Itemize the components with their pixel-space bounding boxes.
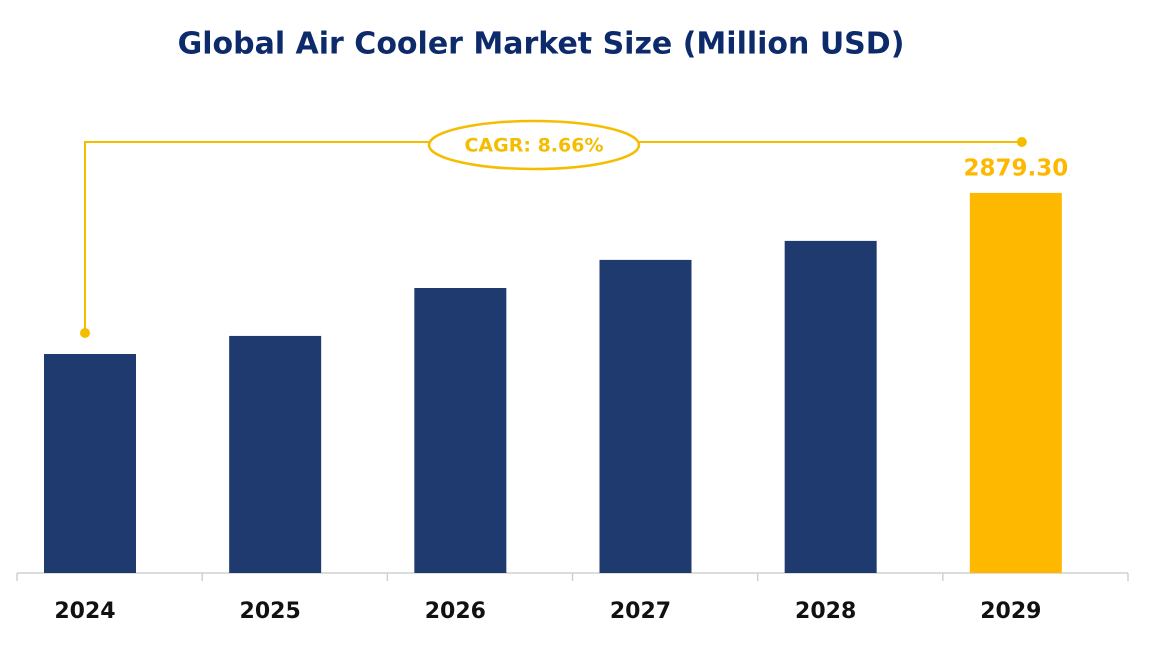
chart-title: Global Air Cooler Market Size (Million U…	[178, 27, 905, 62]
x-tick-label: 2026	[425, 599, 486, 624]
cagr-dot	[1016, 137, 1027, 147]
bar	[784, 240, 877, 573]
x-tick-label: 2027	[610, 599, 671, 624]
x-tick-label: 2028	[795, 599, 856, 624]
bar	[229, 335, 322, 573]
x-tick-label: 2025	[240, 599, 301, 624]
cagr-dot	[80, 328, 90, 339]
bar	[969, 192, 1062, 573]
bar	[599, 259, 692, 573]
bar	[44, 354, 136, 573]
cagr-ellipse	[427, 119, 641, 171]
bar	[414, 288, 507, 573]
cagr-label: CAGR: 8.66%	[464, 135, 603, 157]
cagr-line	[84, 141, 1022, 334]
x-tick-label: 2024	[54, 599, 115, 624]
value-label: 2879.30	[963, 155, 1068, 181]
x-tick-label: 2029	[980, 599, 1041, 624]
